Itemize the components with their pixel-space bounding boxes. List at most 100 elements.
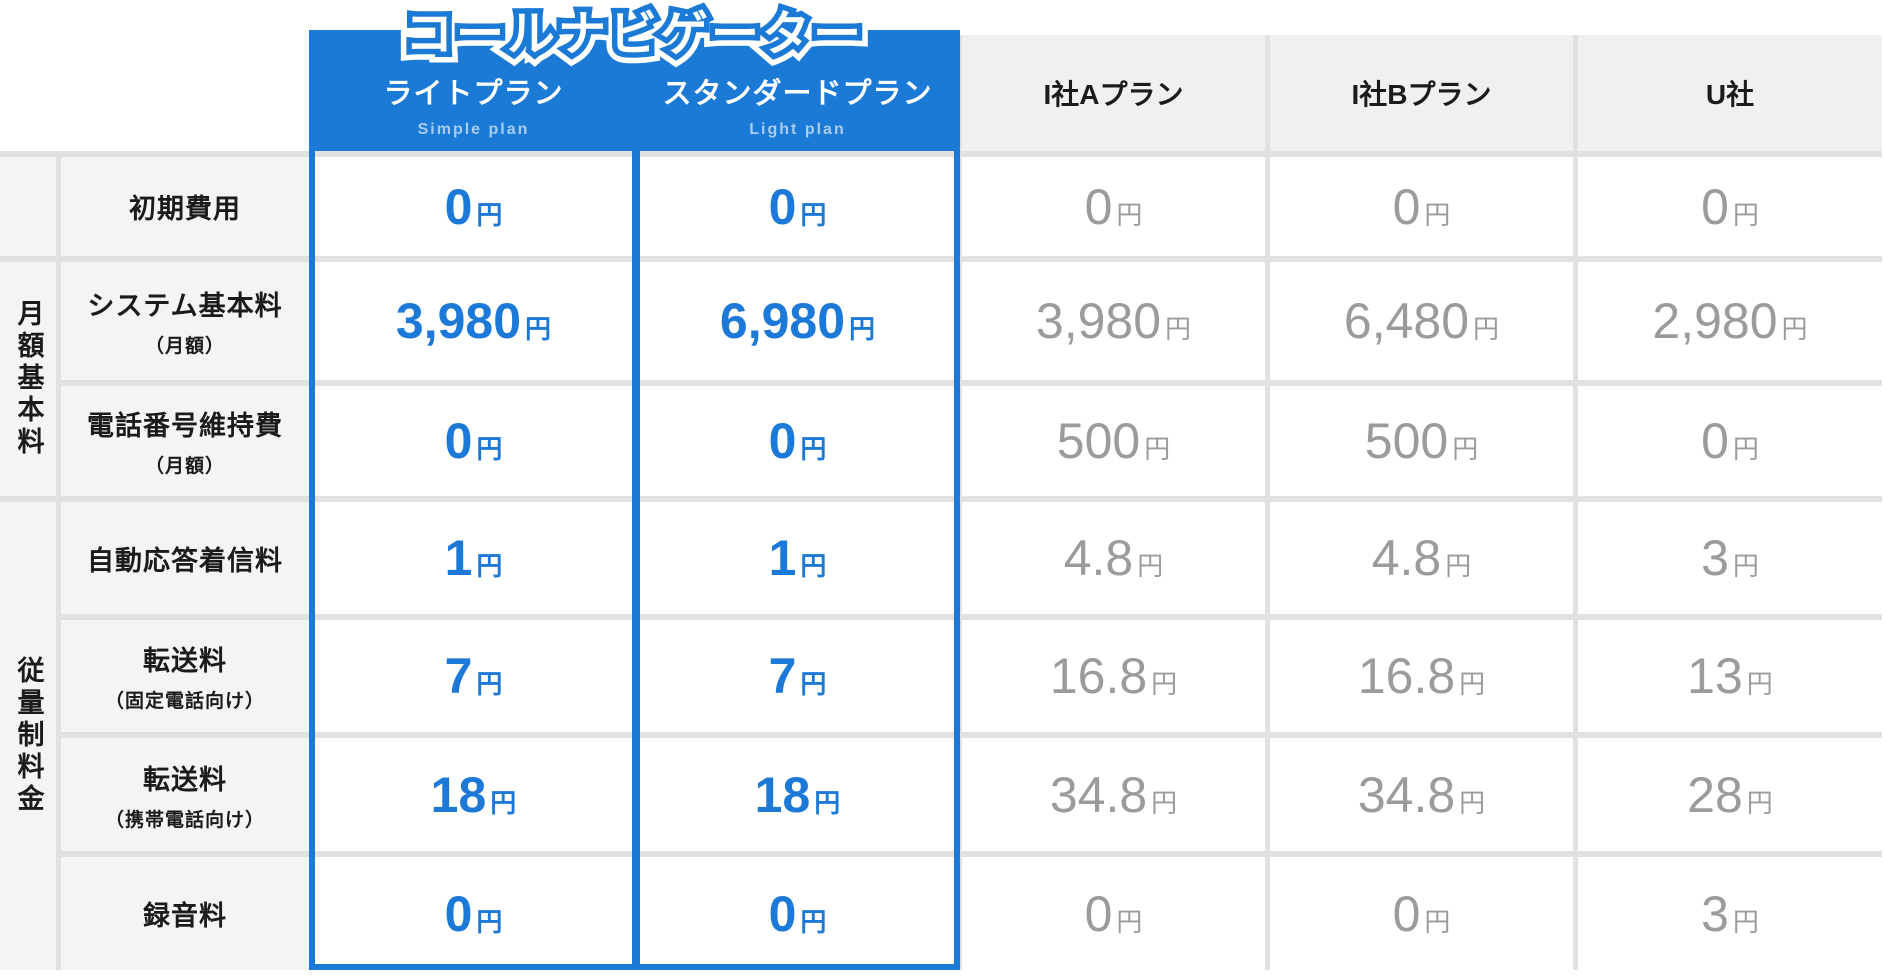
yen-unit: 円 [490,787,517,818]
value-cell: 2,980 円 [1578,262,1882,380]
row-label-text: 転送料 [143,646,227,676]
row-label-text: 電話番号維持費 [87,411,283,441]
yen-unit: 円 [1746,787,1773,818]
group-cell-empty [0,157,56,256]
plan-subtitle: Light plan [749,120,846,138]
row-label-auto-answer-fee: 自動応答着信料 [61,502,309,614]
yen-unit: 円 [1746,669,1773,699]
row-label-text: システム基本料 [87,291,283,321]
yen-unit: 円 [476,199,503,230]
yen-unit: 円 [814,787,841,818]
yen-unit: 円 [1452,434,1479,464]
column-header-standard-plan: スタンダードプラン Light plan [638,35,957,151]
value-cell: 500 円 [962,386,1265,496]
yen-unit: 円 [1473,314,1500,344]
yen-unit: 円 [476,434,503,464]
value-cell: 16.8 円 [962,620,1265,732]
value-cell: 13 円 [1578,620,1882,732]
group-label: 月額基本料 [13,299,44,459]
yen-unit: 円 [1144,434,1171,464]
column-header-competitor-b: I社Bプラン [1270,35,1573,151]
row-label-transfer-fee-mobile: 転送料 （携帯電話向け） [61,738,309,851]
row-label-transfer-fee-landline: 転送料 （固定電話向け） [61,620,309,732]
yen-unit: 円 [1732,199,1759,230]
yen-unit: 円 [1424,199,1451,230]
value-cell: 16.8 円 [1270,620,1573,732]
pricing-comparison-table: ライトプラン Simple plan スタンダードプラン Light plan … [0,35,1882,970]
yen-unit: 円 [1151,669,1178,699]
group-cell-usage: 従量制料金 [0,502,56,970]
row-label-note: （携帯電話向け） [104,809,265,831]
plan-subtitle: Simple plan [417,120,530,138]
row-label-note: （固定電話向け） [104,691,265,712]
header-spacer [0,35,309,151]
yen-unit: 円 [800,434,827,464]
value-cell: 18 円 [314,738,633,851]
yen-unit: 円 [1732,434,1759,464]
column-header-light-plan: ライトプラン Simple plan [314,35,633,151]
plan-name: ライトプラン [383,77,564,110]
yen-unit: 円 [1116,906,1143,937]
yen-unit: 円 [1459,787,1486,818]
yen-unit: 円 [1137,551,1164,581]
row-label-text: 自動応答着信料 [87,545,283,576]
value-cell: 3,980 円 [962,262,1265,380]
row-label-recording-fee: 録音料 [61,857,309,970]
yen-unit: 円 [525,314,552,344]
yen-unit: 円 [800,906,827,937]
row-label-note: （月額） [144,336,225,357]
group-label: 従量制料金 [13,656,44,816]
column-header-competitor-a: I社Aプラン [962,35,1265,151]
row-label-text: 初期費用 [129,194,241,224]
column-header-competitor-u: U社 [1578,35,1882,151]
value-cell: 3,980 円 [314,262,633,380]
yen-unit: 円 [476,551,503,581]
row-label-system-base-fee: システム基本料 （月額） [61,262,309,380]
yen-unit: 円 [800,669,827,699]
yen-unit: 円 [1732,551,1759,581]
value-cell: 500 円 [1270,386,1573,496]
row-label-text: 転送料 [143,764,227,795]
value-cell: 6,480 円 [1270,262,1573,380]
value-cell: 4.8 円 [962,502,1265,614]
yen-unit: 円 [1445,551,1472,581]
value-cell: 34.8 円 [962,738,1265,851]
yen-unit: 円 [1424,906,1451,937]
yen-unit: 円 [476,669,503,699]
row-label-initial-cost: 初期費用 [61,157,309,256]
yen-unit: 円 [1459,669,1486,699]
value-cell: 34.8 円 [1270,738,1573,851]
yen-unit: 円 [1732,906,1759,937]
group-cell-monthly: 月額基本料 [0,262,56,496]
yen-unit: 円 [1151,787,1178,818]
value-cell: 28 円 [1578,738,1882,851]
yen-unit: 円 [1165,314,1192,344]
plan-name: スタンダードプラン [662,77,933,110]
yen-unit: 円 [800,199,827,230]
yen-unit: 円 [800,551,827,581]
yen-unit: 円 [476,906,503,937]
yen-unit: 円 [849,314,876,344]
yen-unit: 円 [1116,199,1143,230]
yen-unit: 円 [1781,314,1808,344]
row-label-phone-number-fee: 電話番号維持費 （月額） [61,386,309,496]
value-cell: 4.8 円 [1270,502,1573,614]
value-cell: 18 円 [638,738,957,851]
